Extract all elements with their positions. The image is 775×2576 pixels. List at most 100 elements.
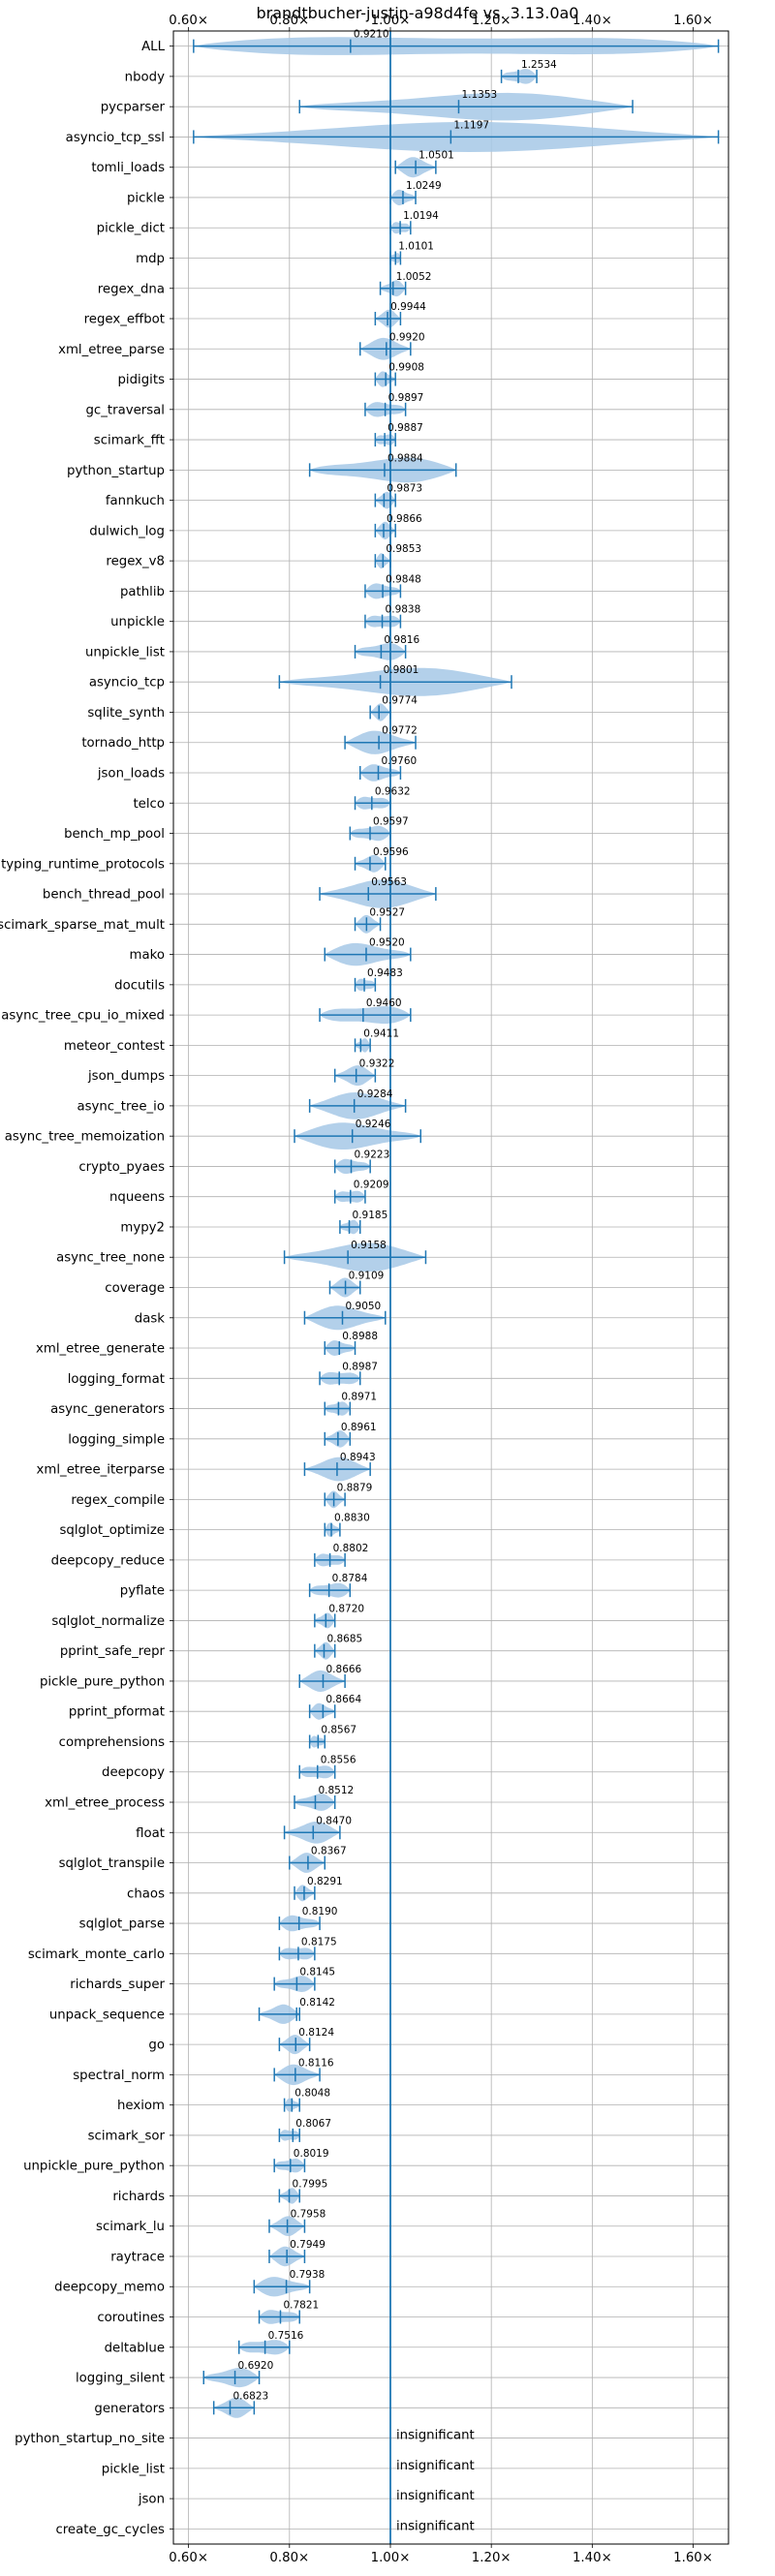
benchmark-label: sqlite_synth [87, 706, 165, 721]
mean-label: 0.9596 [373, 846, 409, 858]
benchmark-label: xml_etree_iterparse [37, 1463, 165, 1478]
benchmark-label: sqlglot_parse [79, 1917, 165, 1932]
mean-label: 0.8175 [301, 1936, 337, 1947]
mean-label: 0.9632 [375, 785, 411, 797]
benchmark-label: pathlib [120, 585, 165, 599]
xtick-bottom-label: 0.60× [169, 2551, 208, 2565]
mean-label: 0.9411 [363, 1027, 399, 1039]
mean-label: 0.8830 [334, 1513, 370, 1524]
mean-label: 0.9853 [386, 543, 421, 555]
mean-label: 0.8720 [328, 1603, 364, 1614]
benchmark-label: dulwich_log [89, 524, 165, 538]
benchmark-label: fannkuch [106, 494, 165, 508]
benchmark-label: asyncio_tcp_ssl [66, 131, 165, 145]
benchmark-label: deepcopy_memo [54, 2281, 165, 2295]
mean-label: 0.9848 [386, 573, 421, 585]
mean-label: 0.7949 [290, 2239, 326, 2251]
benchmark-label: async_tree_memoization [5, 1130, 165, 1145]
benchmark-label: pyflate [120, 1584, 165, 1599]
x-axis-top: 0.60× 0.80× 1.00× 1.20× 1.40× 1.60× [169, 14, 713, 31]
mean-label: 0.9760 [381, 755, 417, 767]
benchmark-label: unpickle_list [85, 645, 165, 659]
benchmark-label: scimark_monte_carlo [28, 1947, 165, 1962]
mean-label: 0.8019 [294, 2148, 329, 2160]
xtick-top-label: 1.60× [673, 14, 713, 28]
benchmark-label: python_startup_no_site [15, 2432, 165, 2446]
mean-label: 0.9460 [366, 997, 402, 1009]
benchmark-label: sqlglot_normalize [51, 1614, 165, 1629]
mean-label: 0.9866 [387, 513, 422, 525]
benchmark-label: comprehensions [59, 1735, 165, 1750]
benchmark-label: gc_traversal [85, 403, 165, 417]
mean-label: 1.2534 [521, 59, 557, 71]
mean-label: 0.8048 [294, 2088, 330, 2100]
benchmark-label: sqlglot_optimize [60, 1523, 166, 1538]
benchmark-label: coverage [105, 1281, 165, 1296]
mean-label: 0.9772 [382, 725, 418, 737]
mean-label: 0.8512 [318, 1785, 354, 1796]
benchmark-label: regex_dna [98, 282, 165, 296]
mean-label: 0.9322 [359, 1058, 395, 1070]
benchmark-label: xml_etree_parse [58, 343, 165, 357]
mean-label: 0.8145 [299, 1967, 335, 1978]
mean-label: 0.8291 [307, 1876, 343, 1887]
mean-label: 0.9908 [388, 362, 424, 374]
plot-frame [172, 30, 729, 2545]
mean-label: 0.9897 [388, 392, 424, 404]
benchmark-label: bench_thread_pool [43, 888, 165, 903]
mean-label: 0.9284 [357, 1089, 393, 1100]
benchmark-label: pprint_safe_repr [60, 1644, 166, 1659]
mean-label: 0.9944 [390, 301, 426, 313]
mean-label: 0.8987 [342, 1361, 378, 1372]
benchmark-label: typing_runtime_protocols [1, 857, 165, 872]
benchmark-label: ALL [141, 40, 166, 54]
benchmark-label: asyncio_tcp [89, 676, 165, 690]
mean-label: 0.8879 [337, 1482, 373, 1493]
mean-label: 0.9563 [371, 876, 407, 888]
mean-label: 0.9223 [355, 1149, 390, 1160]
benchmark-label: mdp [136, 252, 165, 266]
benchmark-label: async_tree_io [77, 1099, 165, 1114]
mean-label: 0.8971 [341, 1392, 377, 1403]
benchmark-label: unpickle [110, 615, 165, 629]
mean-label: 1.0052 [396, 271, 432, 283]
benchmark-label: docutils [114, 978, 165, 993]
xtick-top-label: 0.60× [169, 14, 208, 28]
benchmark-label: chaos [127, 1886, 165, 1901]
mean-label: 0.7821 [283, 2300, 319, 2312]
mean-annotations: 0.9210 1.2534 1.1353 1.1197 1.0501 1.0249 1.01… [232, 29, 557, 2534]
benchmark-label: unpack_sequence [49, 2008, 165, 2022]
mean-label: 0.8666 [326, 1664, 362, 1675]
mean-label: 0.8190 [302, 1906, 338, 1917]
benchmark-label: json [138, 2493, 165, 2507]
mean-label: 0.9816 [384, 634, 419, 646]
mean-label: 0.8961 [341, 1422, 377, 1433]
benchmark-label: richards [112, 2190, 165, 2204]
benchmark-label: regex_compile [71, 1493, 165, 1508]
chart-title: brandtbucher-justin-a98d4fe vs. 3.13.0a0 [257, 4, 579, 22]
benchmark-label: pickle_dict [97, 222, 165, 236]
benchmark-label: scimark_lu [96, 2220, 165, 2234]
xtick-bottom-label: 1.40× [573, 2551, 612, 2565]
xtick-bottom-label: 1.20× [472, 2551, 512, 2565]
benchmark-label: logging_format [68, 1372, 165, 1387]
benchmark-label: deltablue [105, 2341, 165, 2355]
xtick-bottom-label: 1.00× [371, 2551, 411, 2565]
benchmark-label: async_tree_none [56, 1251, 165, 1266]
mean-label: 1.0501 [418, 150, 454, 162]
mean-label: 0.9597 [373, 816, 409, 828]
mean-label: 0.9050 [346, 1301, 382, 1312]
benchmark-label: spectral_norm [73, 2069, 165, 2083]
benchmark-label: hexiom [117, 2099, 165, 2113]
mean-label: 0.9483 [367, 967, 403, 979]
xtick-top-label: 1.20× [472, 14, 512, 28]
benchmark-label: meteor_contest [64, 1039, 165, 1054]
xtick-top-label: 1.40× [573, 14, 612, 28]
mean-label: 0.8142 [299, 1997, 335, 2009]
benchmark-label: pickle_list [102, 2462, 165, 2476]
benchmark-label: regex_effbot [84, 313, 165, 327]
benchmark-label: deepcopy [102, 1765, 165, 1780]
insignificant-label: insignificant [396, 2429, 475, 2443]
mean-label: 1.0249 [406, 180, 442, 192]
mean-label: 0.9920 [389, 331, 425, 343]
